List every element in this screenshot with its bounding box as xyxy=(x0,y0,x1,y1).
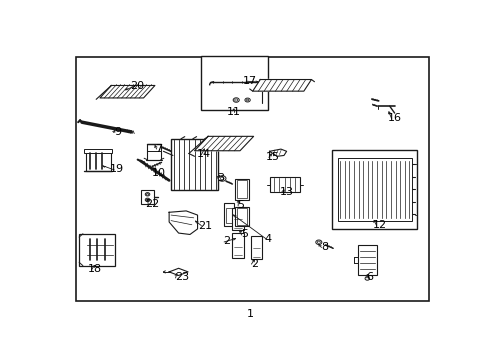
Polygon shape xyxy=(169,211,197,234)
Bar xyxy=(331,150,416,229)
Circle shape xyxy=(246,99,248,101)
Text: 4: 4 xyxy=(264,234,271,244)
Circle shape xyxy=(145,193,149,196)
Bar xyxy=(86,150,110,171)
Text: 21: 21 xyxy=(198,221,212,231)
Bar xyxy=(147,144,161,159)
Bar xyxy=(237,208,247,225)
Text: 7: 7 xyxy=(155,144,162,153)
Circle shape xyxy=(244,98,250,102)
Bar xyxy=(237,180,247,198)
Circle shape xyxy=(315,240,321,244)
Text: 20: 20 xyxy=(130,81,144,91)
Circle shape xyxy=(317,241,320,243)
Bar xyxy=(250,236,262,260)
Circle shape xyxy=(218,176,225,181)
Bar xyxy=(225,208,232,223)
Text: 19: 19 xyxy=(110,164,124,174)
Text: 9: 9 xyxy=(114,127,122,137)
Text: 2: 2 xyxy=(223,237,230,246)
Bar xyxy=(357,245,376,275)
Bar xyxy=(337,158,411,221)
Polygon shape xyxy=(169,268,188,275)
Bar xyxy=(84,149,112,153)
Bar xyxy=(235,179,248,200)
Bar xyxy=(141,190,154,204)
Bar xyxy=(171,139,218,190)
Bar xyxy=(232,233,244,258)
Text: 10: 10 xyxy=(152,168,165,179)
Circle shape xyxy=(145,198,149,202)
Bar xyxy=(201,56,267,110)
Text: 6: 6 xyxy=(366,273,373,283)
Text: 13: 13 xyxy=(279,186,293,197)
Polygon shape xyxy=(269,149,286,156)
Circle shape xyxy=(234,99,237,101)
Text: 3: 3 xyxy=(216,173,224,183)
Text: 5: 5 xyxy=(237,201,244,210)
Polygon shape xyxy=(194,136,253,151)
Circle shape xyxy=(146,193,148,195)
Text: 8: 8 xyxy=(320,242,327,252)
Text: 16: 16 xyxy=(387,113,401,123)
Text: 5: 5 xyxy=(241,229,247,239)
Bar xyxy=(79,234,115,266)
Text: 1: 1 xyxy=(246,309,254,319)
Text: 22: 22 xyxy=(144,199,159,209)
Polygon shape xyxy=(252,80,311,91)
Text: 18: 18 xyxy=(87,264,102,274)
Text: 12: 12 xyxy=(372,220,386,230)
Bar xyxy=(269,177,299,192)
Text: 14: 14 xyxy=(197,149,211,159)
Text: 15: 15 xyxy=(265,152,279,162)
Circle shape xyxy=(365,277,369,280)
Text: 17: 17 xyxy=(243,76,256,86)
Bar xyxy=(235,207,248,226)
Circle shape xyxy=(233,98,239,102)
Text: 2: 2 xyxy=(250,258,258,269)
Polygon shape xyxy=(100,85,155,98)
Circle shape xyxy=(220,177,224,180)
Bar xyxy=(232,208,244,230)
Bar xyxy=(76,57,428,301)
Text: 23: 23 xyxy=(175,273,189,283)
Circle shape xyxy=(146,199,148,201)
Text: 11: 11 xyxy=(226,108,240,117)
Bar xyxy=(224,203,233,226)
